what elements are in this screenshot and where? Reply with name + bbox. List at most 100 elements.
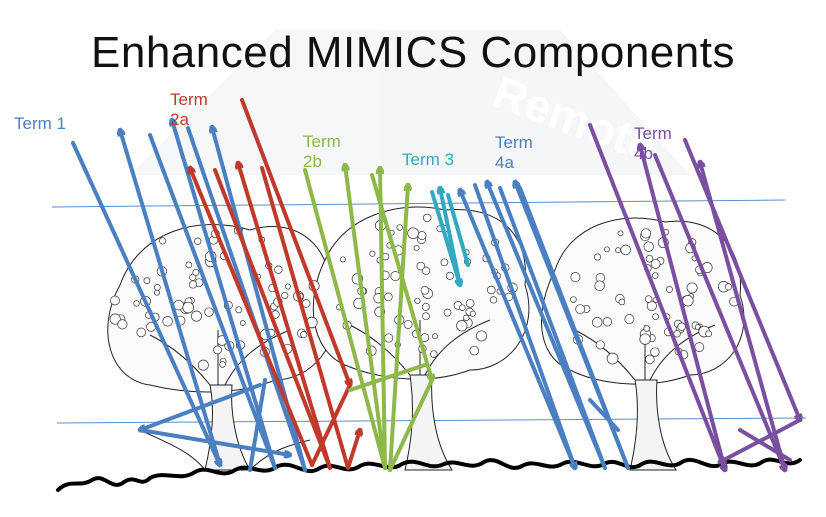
- blossom: [476, 330, 487, 342]
- blossom: [575, 304, 586, 315]
- blossom: [421, 302, 430, 311]
- term4a-arrows: [460, 182, 630, 470]
- blossom: [300, 331, 308, 339]
- layer-line-canopy-top: [51, 199, 786, 208]
- label-term3: Term 3: [402, 150, 454, 170]
- blossom: [136, 327, 146, 338]
- blossom: [274, 265, 283, 274]
- term2a-scatter-arrow: [346, 430, 360, 470]
- blossom: [110, 295, 120, 306]
- blossom: [606, 352, 619, 365]
- blossom: [456, 320, 468, 332]
- blossom: [644, 295, 653, 303]
- blossom: [153, 284, 161, 291]
- blossom: [396, 224, 403, 231]
- term4b-reflected-arrow: [640, 145, 727, 472]
- term3-arrows: [430, 188, 470, 287]
- term2b-incident-arrow: [303, 168, 387, 470]
- term4b-incident-arrow: [683, 138, 800, 420]
- blossom: [570, 272, 581, 283]
- label-term4a-line1: Term: [495, 133, 533, 152]
- blossom: [643, 325, 650, 332]
- blossom: [615, 247, 622, 254]
- blossom: [651, 272, 659, 279]
- blossom: [650, 347, 660, 357]
- label-term1-line1: Term 1: [14, 114, 66, 133]
- term1-scatter-arrow: [248, 378, 267, 472]
- term2b-arrows: [303, 165, 432, 472]
- term1-scatter-arrow: [140, 383, 262, 430]
- blossom: [618, 298, 626, 306]
- blossom: [384, 292, 393, 302]
- blossom: [624, 314, 635, 325]
- blossom: [650, 259, 661, 269]
- label-term4b: Term 4b: [634, 124, 672, 164]
- label-term2b-line2: 2b: [303, 152, 322, 171]
- term4a-reflected-arrow: [460, 190, 577, 470]
- blossom: [639, 333, 651, 345]
- blossom: [465, 298, 475, 308]
- blossom: [422, 266, 431, 275]
- term4a-scatter-arrow: [588, 398, 620, 432]
- blossom: [117, 319, 128, 330]
- blossom: [594, 280, 605, 291]
- blossom: [414, 297, 421, 304]
- term2b-reflected-arrow: [345, 165, 387, 470]
- blossom: [422, 312, 430, 321]
- term3-reflected-arrow: [440, 188, 462, 287]
- blossom: [384, 333, 394, 343]
- label-term2a-line2: 2a: [170, 110, 189, 129]
- watermark: Remote: [130, 30, 690, 175]
- blossom: [162, 316, 173, 327]
- label-term4a-line2: 4a: [495, 153, 514, 172]
- term1-incident-arrow: [186, 126, 307, 472]
- term1-arrows: [71, 120, 307, 472]
- label-term3-line1: Term 3: [402, 150, 454, 169]
- blossom: [665, 285, 673, 293]
- term4b-scatter-arrow: [738, 428, 792, 462]
- term1-reflected-arrow: [120, 130, 222, 467]
- blossom: [640, 228, 652, 239]
- term2a-arrows: [190, 98, 360, 470]
- term1-scatter-arrow: [138, 428, 290, 455]
- term4b-arrows: [588, 123, 800, 472]
- blossom: [677, 322, 686, 331]
- blossom: [463, 314, 470, 322]
- blossom: [416, 261, 426, 271]
- term2a-ground-arrow: [310, 383, 352, 467]
- term2a-incident-arrow: [260, 166, 350, 470]
- blossom: [469, 345, 479, 356]
- blossom: [459, 304, 466, 311]
- blossom: [413, 245, 420, 252]
- blossom: [443, 308, 452, 317]
- blossom: [694, 342, 705, 352]
- blossom: [219, 361, 226, 368]
- blossom: [191, 310, 202, 322]
- term1-incident-arrow: [71, 141, 220, 465]
- blossom: [440, 258, 449, 267]
- blossom: [594, 253, 601, 261]
- label-term1: Term 1: [14, 114, 66, 134]
- blossom: [682, 295, 694, 307]
- blossom: [407, 227, 419, 239]
- term1-reflected-arrow: [172, 120, 277, 470]
- blossom: [423, 213, 432, 223]
- blossom: [109, 313, 121, 325]
- blossom: [182, 301, 194, 314]
- term2b-reflected-arrow: [380, 168, 387, 470]
- term2a-incident-arrow: [240, 98, 350, 385]
- blossom: [159, 237, 167, 245]
- label-term4b-line1: Term: [634, 124, 672, 143]
- blossom: [724, 283, 732, 291]
- blossom: [620, 244, 631, 256]
- label-term2b: Term 2b: [303, 132, 341, 172]
- blossom: [645, 254, 654, 263]
- blossom: [197, 359, 209, 371]
- blossom: [420, 286, 430, 295]
- term4a-incident-arrow: [473, 183, 575, 468]
- term4b-incident-arrow: [653, 153, 785, 470]
- term4a-reflected-arrow: [487, 182, 607, 470]
- blossom: [643, 241, 654, 252]
- blossom: [339, 256, 346, 263]
